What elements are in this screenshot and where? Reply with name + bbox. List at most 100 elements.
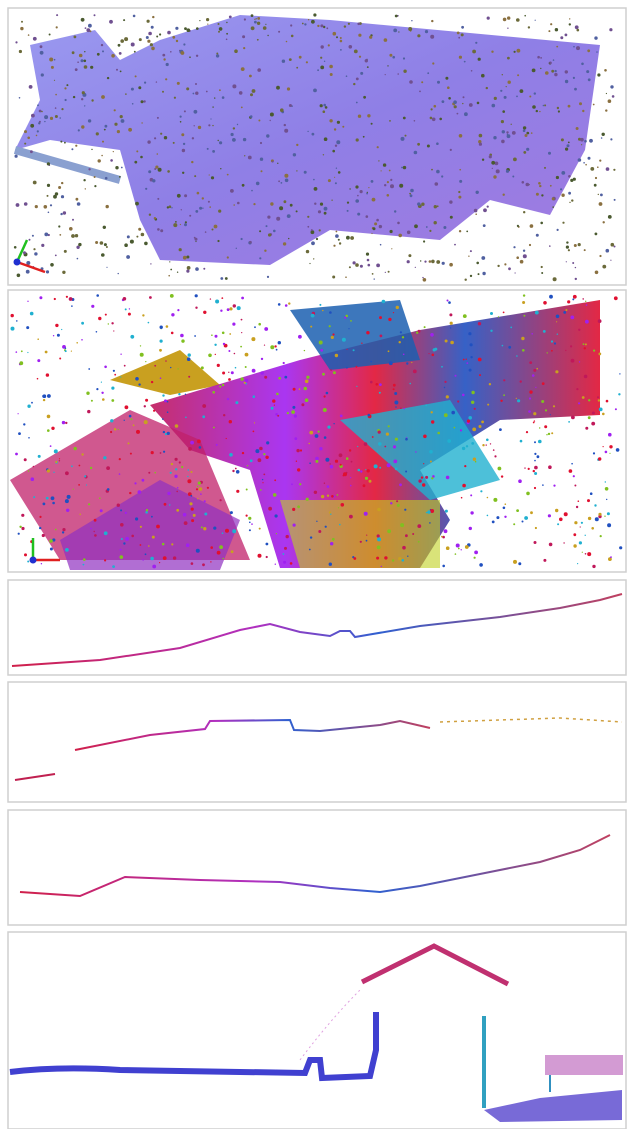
point [364,442,368,446]
point [320,349,323,352]
point [552,197,555,200]
point [120,115,123,118]
point [232,323,235,326]
point [331,336,334,339]
point [84,475,86,477]
point [78,484,80,486]
point [417,143,420,146]
point [297,468,300,471]
point [545,71,549,75]
point [322,373,325,376]
point [138,228,141,231]
point [457,32,460,35]
point [69,297,73,301]
point [72,219,74,221]
point [181,339,184,342]
point [461,26,464,29]
point [444,381,446,383]
point [206,18,209,21]
point [292,508,295,511]
point [505,503,507,505]
point [458,548,460,550]
point [189,502,192,505]
point [311,241,315,245]
point [520,440,523,443]
point [444,387,445,388]
point [405,471,407,473]
point [114,374,116,376]
point [534,472,537,475]
point [27,561,29,563]
point [531,132,533,134]
point [71,465,73,467]
point [193,93,195,95]
point [392,559,394,561]
point [176,40,178,42]
point [399,184,403,188]
point [146,509,148,511]
point [466,362,468,364]
point [604,69,607,72]
point [569,18,570,19]
point [275,514,278,517]
point [602,133,605,136]
point [237,124,238,125]
point [179,248,182,251]
point [317,69,319,71]
point [368,264,371,267]
point [194,175,196,177]
point [420,260,421,261]
point [90,528,91,529]
point [482,272,485,275]
point [394,392,397,395]
point [387,194,390,197]
point [259,230,261,232]
point [64,250,67,253]
point [503,507,506,510]
point [102,141,104,143]
point [314,491,317,494]
point [430,461,432,463]
point [141,122,142,123]
point [366,193,368,195]
point [95,241,98,244]
point [579,541,582,544]
point [54,449,58,453]
point [541,194,543,196]
point [355,199,359,203]
point [459,230,461,232]
point [31,402,33,404]
point [118,429,119,430]
point [50,204,52,206]
point [329,119,332,122]
point [117,504,120,507]
point [576,506,578,508]
point [371,180,374,183]
point [389,54,392,57]
point [578,402,580,404]
point [191,562,194,565]
point [389,170,391,172]
point [200,493,202,495]
point [613,169,615,171]
point [229,333,231,335]
point [309,462,311,464]
object-section [545,1055,623,1075]
panel-frame [8,682,626,802]
point [421,476,423,478]
point [517,225,519,227]
point [94,519,97,522]
point [354,50,358,54]
point [187,266,191,270]
point [167,411,169,413]
point [208,354,212,358]
point [253,431,255,433]
point [609,28,612,31]
point [163,556,167,560]
point [213,427,215,429]
point [183,256,187,260]
point [99,497,101,499]
point [196,549,200,553]
point [365,477,368,480]
point [369,480,372,483]
